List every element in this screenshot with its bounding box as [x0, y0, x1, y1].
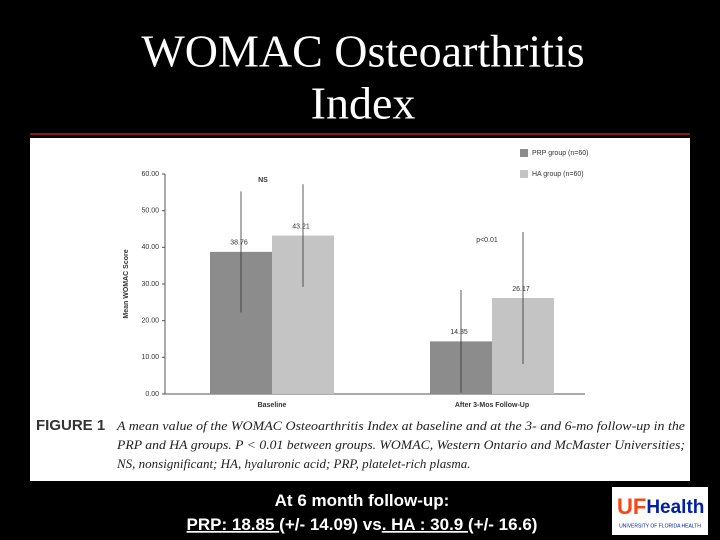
- annotation: NS: [258, 177, 268, 184]
- footer-segment: PRP: 18.85: [187, 515, 280, 534]
- legend-entry: HA group (n=60): [532, 171, 584, 178]
- value-label: 43.21: [292, 223, 310, 230]
- logo-uf: UF: [617, 494, 646, 519]
- legend-swatch: [520, 170, 528, 178]
- slide-title: WOMAC Osteoarthritis: [141, 26, 584, 77]
- value-label: 26.17: [512, 286, 530, 293]
- footer-segment: (+/- 14.09) vs: [279, 515, 382, 534]
- y-tick-label: 10.00: [141, 354, 159, 361]
- figure-panel: [30, 138, 690, 481]
- y-tick-label: 0.00: [145, 391, 159, 398]
- y-tick-label: 60.00: [141, 171, 159, 178]
- x-tick-label: Baseline: [258, 402, 287, 409]
- legend-swatch: [520, 149, 528, 157]
- slide-title: Index: [311, 78, 416, 129]
- logo-box: [612, 487, 708, 535]
- footer-segment: . HA : 30.9: [382, 515, 468, 534]
- footer-segment: At 6 month follow-up:: [275, 491, 450, 510]
- legend-entry: PRP group (n=60): [532, 150, 589, 157]
- footer-line: At 6 month follow-up:: [275, 491, 450, 510]
- caption-line: PRP and HA groups. P < 0.01 between grou…: [116, 437, 685, 452]
- y-tick-label: 30.00: [141, 281, 159, 288]
- x-tick-label: After 3-Mos Follow-Up: [455, 402, 529, 409]
- logo-tagline: UNIVERSITY OF FLORIDA HEALTH: [619, 523, 701, 529]
- logo-text: UFHealth: [617, 494, 704, 519]
- caption-line: A mean value of the WOMAC Osteoarthritis…: [116, 418, 685, 433]
- y-tick-label: 40.00: [141, 244, 159, 251]
- y-tick-label: 20.00: [141, 318, 159, 325]
- value-label: 14.35: [450, 329, 468, 336]
- logo-health: Health: [646, 497, 704, 518]
- annotation: p<0.01: [476, 237, 498, 244]
- value-label: 38.76: [230, 240, 248, 247]
- footer-segment: (+/- 16.6): [468, 515, 537, 534]
- footer-line: PRP: 18.85 (+/- 14.09) vs. HA : 30.9 (+/…: [187, 515, 538, 534]
- y-axis-label: Mean WOMAC Score: [123, 249, 130, 318]
- caption-line: NS, nonsignificant; HA, hyaluronic acid;…: [116, 456, 470, 471]
- y-tick-label: 50.00: [141, 208, 159, 215]
- figure-label: FIGURE 1: [36, 417, 105, 434]
